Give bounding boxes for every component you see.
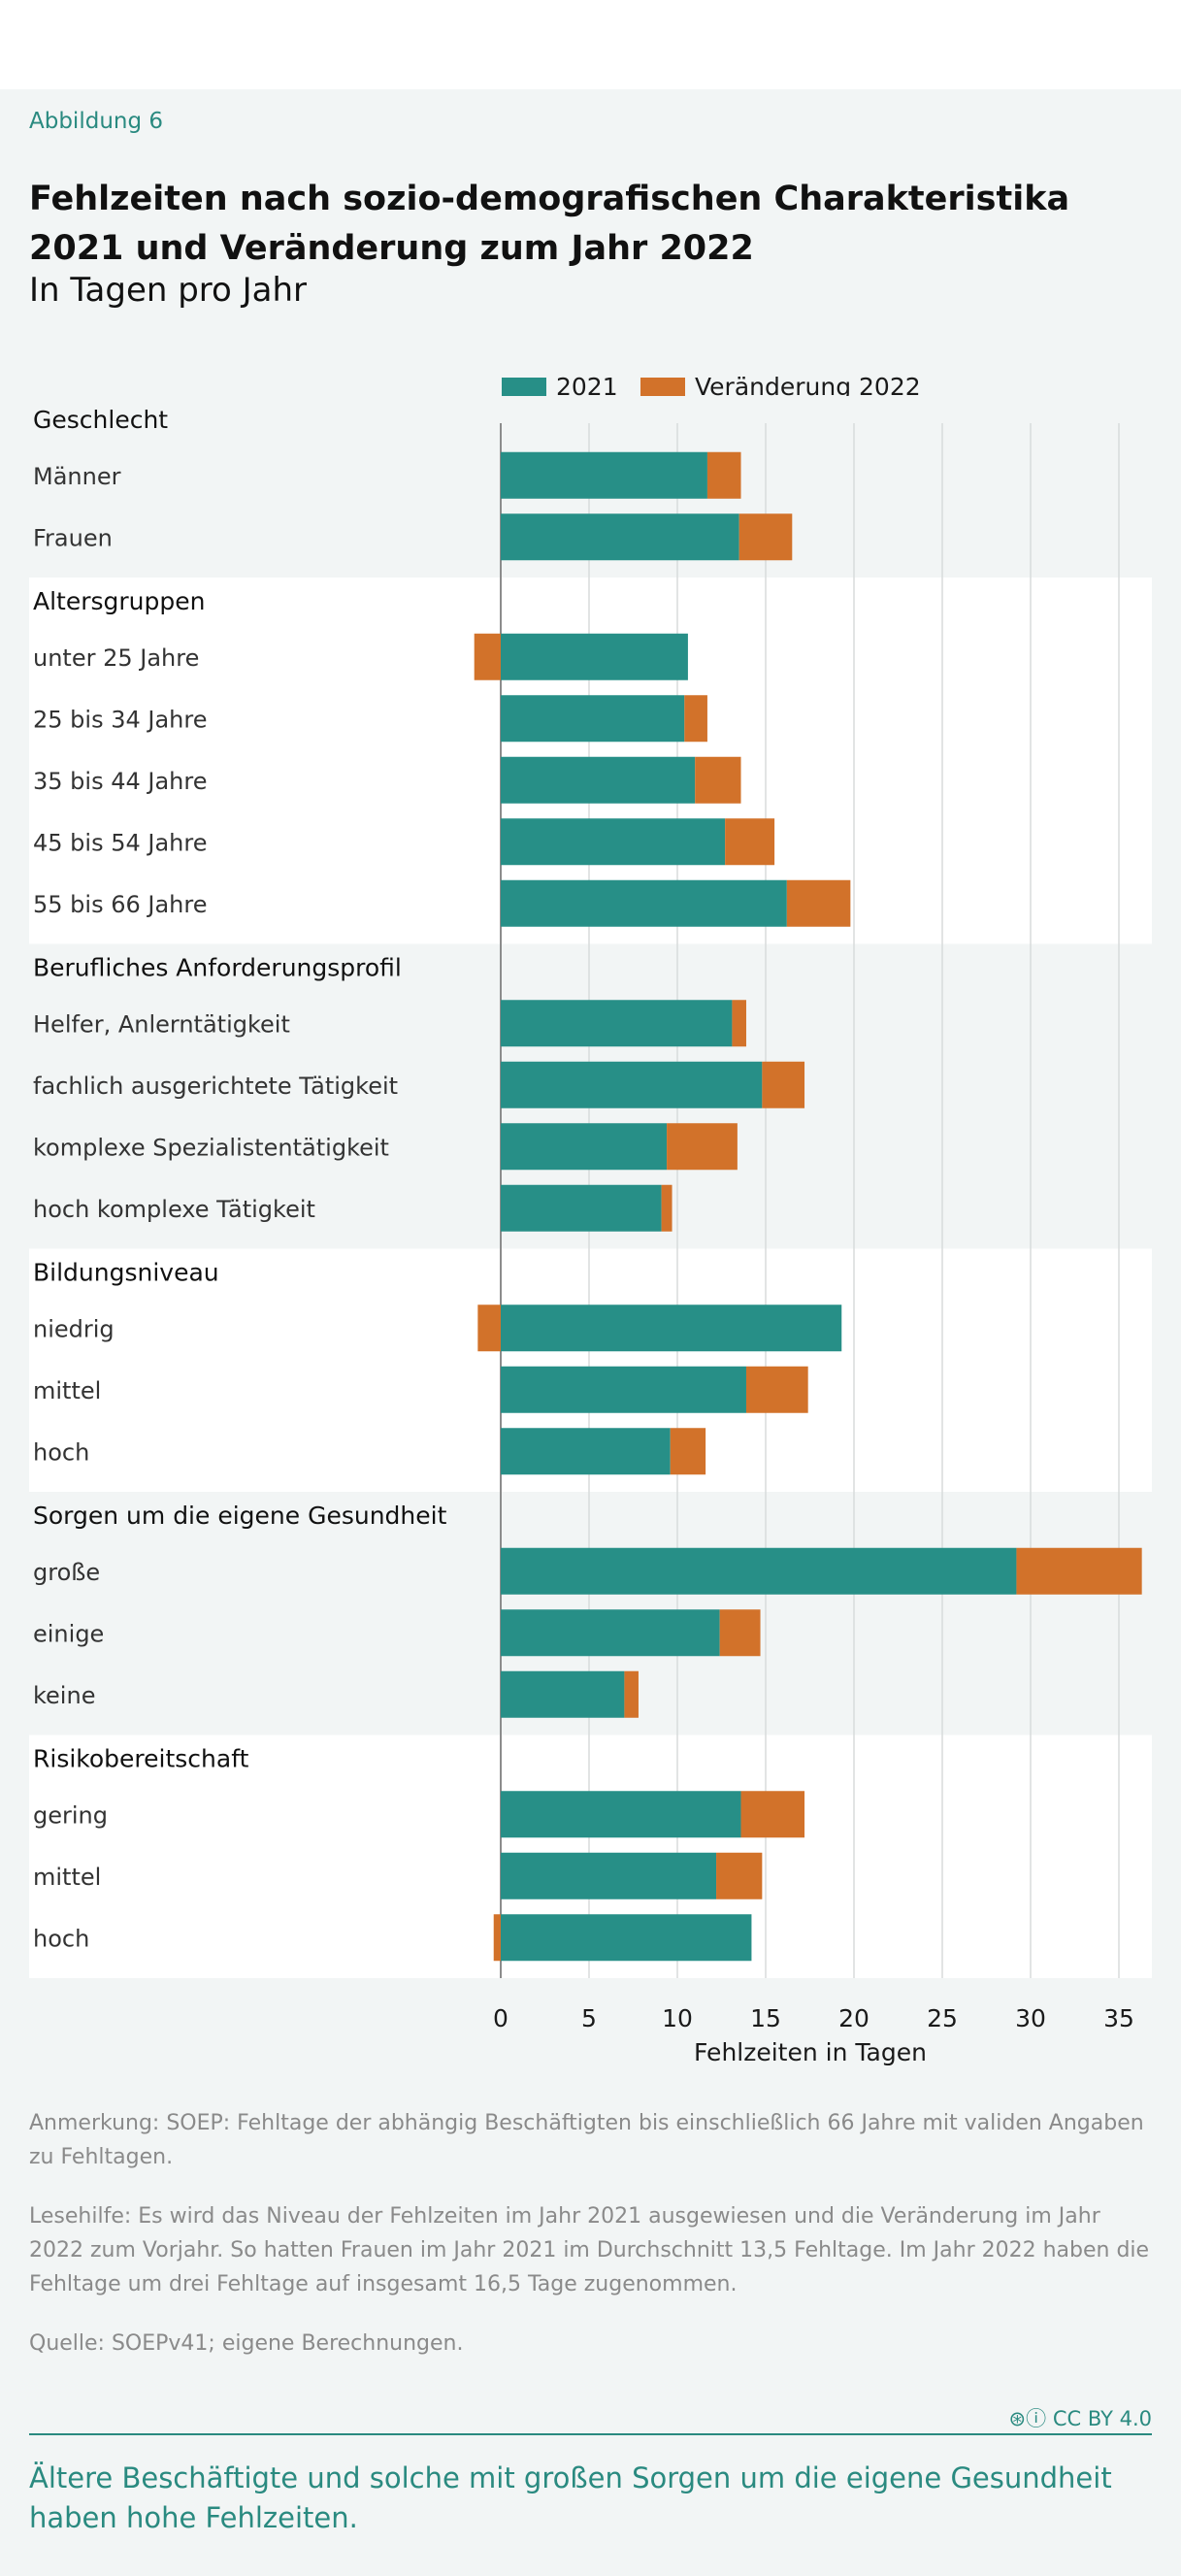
legend-swatch-change [640,378,685,396]
bar-2021 [501,879,787,927]
group-heading: Risikobereitschaft [33,1745,249,1773]
group-heading: Sorgen um die eigene Gesundheit [33,1502,447,1530]
bar-2021 [501,1061,763,1108]
note-quelle: Quelle: SOEPv41; eigene Berechnungen. [29,2331,464,2356]
category-label: fachlich ausgerichtete Tätigkeit [33,1073,398,1100]
category-label: unter 25 Jahre [33,644,199,672]
x-tick-label: 25 [927,2004,958,2032]
bar-2021 [501,818,726,866]
x-tick-label: 15 [750,2004,781,2032]
x-axis-label: Fehlzeiten in Tagen [694,2038,927,2066]
bar-2021 [501,1123,668,1171]
bar-change-2022 [719,1609,761,1657]
chart-subtitle: In Tagen pro Jahr [29,271,308,310]
group-heading: Geschlecht [33,406,168,434]
group-heading: Bildungsniveau [33,1259,219,1287]
bar-change-2022 [738,513,793,561]
bar-2021 [501,1428,671,1475]
bar-change-2022 [474,633,501,680]
license-label: CC BY 4.0 [1052,2407,1152,2430]
category-label: einige [33,1620,104,1647]
divider [29,2433,1152,2435]
category-label: 55 bis 66 Jahre [33,891,207,918]
category-label: Helfer, Anlerntätigkeit [33,1010,290,1038]
category-label: mittel [33,1864,101,1891]
bar-change-2022 [732,1000,746,1047]
bar-2021 [501,1000,733,1047]
category-label: keine [33,1682,95,1709]
bar-2021 [501,1184,662,1232]
bar-change-2022 [667,1123,738,1171]
legend-swatch-2021 [502,378,546,396]
category-label: hoch [33,1925,89,1952]
bar-change-2022 [740,1791,805,1838]
category-label: große [33,1559,100,1586]
x-tick-label: 35 [1103,2004,1134,2032]
bar-change-2022 [670,1428,706,1475]
bar-2021 [501,695,685,743]
bar-2021 [501,1670,625,1718]
bar-2021 [501,1366,746,1413]
x-tick-label: 0 [493,2004,508,2032]
category-label: Männer [33,463,121,490]
bar-2021 [501,756,696,804]
bar-2021 [501,633,688,680]
x-tick-label: 20 [838,2004,869,2032]
bar-2021 [501,513,739,561]
category-label: 35 bis 44 Jahre [33,768,207,795]
category-label: niedrig [33,1315,115,1342]
category-label: 45 bis 54 Jahre [33,829,207,856]
group-heading: Altersgruppen [33,587,206,615]
bar-change-2022 [1016,1547,1142,1595]
bar-change-2022 [786,879,851,927]
bar-change-2022 [624,1670,639,1718]
category-label: Frauen [33,524,113,551]
cc-icon: ⊛ⓘ [1008,2407,1047,2430]
bar-2021 [501,1791,741,1838]
note-anmerkung: Anmerkung: SOEP: Fehltage der abhängig B… [29,2111,1144,2169]
category-label: hoch [33,1438,89,1466]
bar-change-2022 [716,1852,763,1899]
category-label: 25 bis 34 Jahre [33,706,207,733]
bar-change-2022 [762,1061,805,1108]
license-badge[interactable]: ⊛ⓘ CC BY 4.0 [1009,2403,1152,2432]
category-label: komplexe Spezialistentätigkeit [33,1134,389,1161]
bar-chart: Geschlecht Männer Frauen Altersgruppen unter… [29,406,1152,2066]
takeaway-text: Ältere Beschäftigte und solche mit große… [29,2461,1112,2534]
bar-change-2022 [745,1366,808,1413]
x-tick-label: 5 [581,2004,597,2032]
bar-2021 [501,1609,720,1657]
note-lesehilfe: Lesehilfe: Es wird das Niveau der Fehlze… [29,2204,1150,2296]
category-labels: Geschlecht Männer Frauen Altersgruppen unter… [33,406,447,1952]
bars [474,451,1142,1962]
bar-2021 [501,1914,752,1962]
group-heading: Berufliches Anforderungsprofil [33,954,402,982]
bar-change-2022 [706,451,741,499]
x-tick-labels: 0 5 10 15 20 25 30 35 [493,2004,1134,2032]
bar-2021 [501,1547,1017,1595]
bar-2021 [501,451,707,499]
bar-2021 [501,1852,717,1899]
category-label: mittel [33,1377,101,1404]
category-label: hoch komplexe Tätigkeit [33,1196,315,1223]
bar-change-2022 [725,818,775,866]
bar-change-2022 [477,1305,501,1352]
bar-change-2022 [695,756,741,804]
category-label: gering [33,1801,108,1829]
bar-change-2022 [493,1914,501,1962]
chart-title: Fehlzeiten nach sozio-demografischen Cha… [29,180,1070,268]
x-tick-label: 10 [662,2004,693,2032]
x-tick-label: 30 [1015,2004,1046,2032]
figure-label: Abbildung 6 [29,109,164,134]
bar-change-2022 [661,1184,673,1232]
bar-change-2022 [684,695,707,743]
bar-2021 [501,1305,842,1352]
